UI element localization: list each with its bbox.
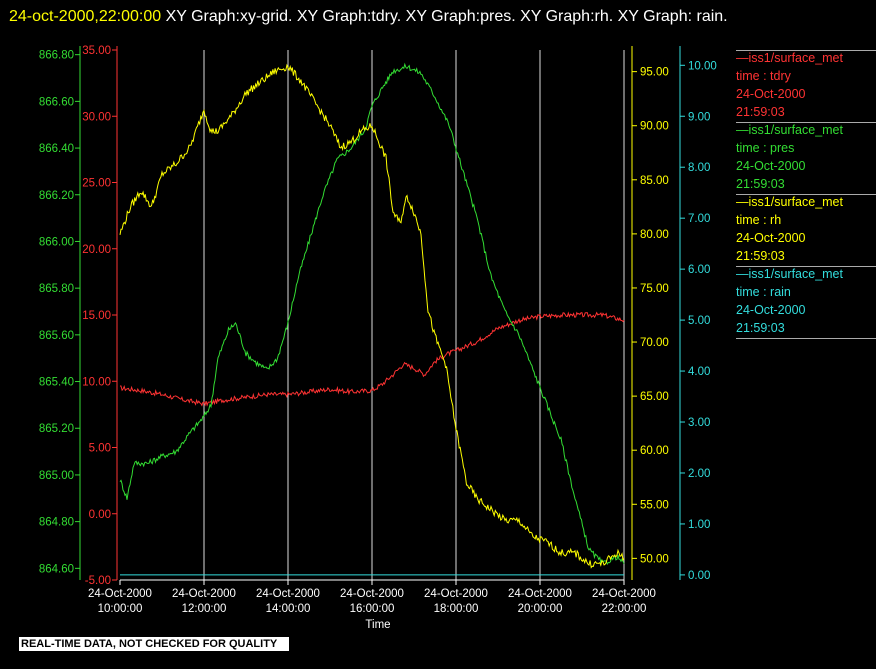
rh-tick-label: 90.00	[640, 121, 669, 133]
graph-title-text: XY Graph:xy-grid. XY Graph:tdry. XY Grap…	[161, 8, 728, 25]
tdry-tick-label: -5.00	[85, 575, 111, 587]
pres-tick-label: 866.60	[39, 96, 74, 108]
x-tick-time: 20:00:00	[518, 603, 563, 615]
rain-tick-label: 5.00	[688, 315, 710, 327]
legend-separator	[736, 50, 876, 51]
graph-timestamp: 24-oct-2000,22:00:00	[9, 8, 162, 25]
tdry-tick-label: 35.00	[82, 45, 111, 57]
tdry-tick-label: 25.00	[82, 178, 111, 190]
x-tick-date: 24-Oct-2000	[592, 588, 656, 600]
pres-tick-label: 866.00	[39, 236, 74, 248]
rain-tick-label: 2.00	[688, 468, 710, 480]
tdry-tick-label: 20.00	[82, 244, 111, 256]
pres-tick-label: 864.60	[39, 563, 74, 575]
series-line-rh	[119, 63, 625, 569]
rain-tick-label: 8.00	[688, 162, 710, 174]
x-tick-time: 14:00:00	[266, 603, 311, 615]
x-axis-title: Time	[365, 619, 390, 631]
pres-tick-label: 865.40	[39, 377, 74, 389]
rh-tick-label: 55.00	[640, 499, 669, 511]
tdry-tick-label: 10.00	[82, 376, 111, 388]
pres-tick-label: 866.20	[39, 190, 74, 202]
legend-line3: 24-Oct-2000	[736, 303, 806, 317]
legend-line2: time : tdry	[736, 69, 791, 83]
x-tick-date: 24-Oct-2000	[172, 588, 236, 600]
legend-line2: time : rain	[736, 285, 791, 299]
x-tick-date: 24-Oct-2000	[88, 588, 152, 600]
x-tick-time: 10:00:00	[98, 603, 143, 615]
legend-line3: 24-Oct-2000	[736, 159, 806, 173]
legend-separator	[736, 266, 876, 267]
rain-tick-label: 10.00	[688, 60, 717, 72]
pres-tick-label: 865.20	[39, 423, 74, 435]
tdry-tick-label: 5.00	[89, 443, 111, 455]
legend-line4: 21:59:03	[736, 105, 785, 119]
tdry-tick-label: 15.00	[82, 310, 111, 322]
pres-tick-label: 865.80	[39, 283, 74, 295]
legend-line4: 21:59:03	[736, 177, 785, 191]
x-tick-time: 16:00:00	[350, 603, 395, 615]
pres-tick-label: 866.80	[39, 50, 74, 62]
legend-line4: 21:59:03	[736, 321, 785, 335]
legend-line3: 24-Oct-2000	[736, 87, 806, 101]
rain-tick-label: 4.00	[688, 366, 710, 378]
legend-line1: —iss1/surface_met	[736, 267, 843, 281]
rh-tick-label: 80.00	[640, 229, 669, 241]
x-tick-time: 12:00:00	[182, 603, 227, 615]
pres-tick-label: 864.80	[39, 517, 74, 529]
legend-separator	[736, 122, 876, 123]
legend-line1: —iss1/surface_met	[736, 123, 843, 137]
legend-line4: 21:59:03	[736, 249, 785, 263]
rh-tick-label: 95.00	[640, 67, 669, 79]
rh-tick-label: 85.00	[640, 175, 669, 187]
rain-tick-label: 1.00	[688, 519, 710, 531]
rain-tick-label: 3.00	[688, 417, 710, 429]
legend-line3: 24-Oct-2000	[736, 231, 806, 245]
legend-line1: —iss1/surface_met	[736, 51, 843, 65]
rh-tick-label: 75.00	[640, 283, 669, 295]
x-tick-date: 24-Oct-2000	[424, 588, 488, 600]
legend-line2: time : pres	[736, 141, 795, 155]
rain-tick-label: 6.00	[688, 264, 710, 276]
rh-tick-label: 60.00	[640, 445, 669, 457]
x-tick-time: 18:00:00	[434, 603, 479, 615]
rh-tick-label: 65.00	[640, 391, 669, 403]
legend-separator	[736, 338, 876, 339]
tdry-tick-label: 0.00	[89, 509, 111, 521]
pres-tick-label: 866.40	[39, 143, 74, 155]
x-tick-date: 24-Oct-2000	[256, 588, 320, 600]
series-line-pres	[119, 62, 625, 565]
quality-disclaimer: REAL-TIME DATA, NOT CHECKED FOR QUALITY	[19, 637, 290, 651]
x-tick-date: 24-Oct-2000	[340, 588, 404, 600]
rain-tick-label: 0.00	[688, 570, 710, 582]
rain-tick-label: 7.00	[688, 213, 710, 225]
tdry-tick-label: 30.00	[82, 111, 111, 123]
rain-tick-label: 9.00	[688, 111, 710, 123]
graph-title: 24-oct-2000,22:00:00 XY Graph:xy-grid. X…	[9, 4, 869, 30]
series-line-tdry	[120, 311, 625, 407]
x-tick-time: 22:00:00	[602, 603, 647, 615]
pres-tick-label: 865.60	[39, 330, 74, 342]
pres-tick-label: 865.00	[39, 470, 74, 482]
legend-line2: time : rh	[736, 213, 782, 227]
rh-tick-label: 70.00	[640, 337, 669, 349]
rh-tick-label: 50.00	[640, 553, 669, 565]
legend-line1: —iss1/surface_met	[736, 195, 843, 209]
legend-separator	[736, 194, 876, 195]
x-tick-date: 24-Oct-2000	[508, 588, 572, 600]
